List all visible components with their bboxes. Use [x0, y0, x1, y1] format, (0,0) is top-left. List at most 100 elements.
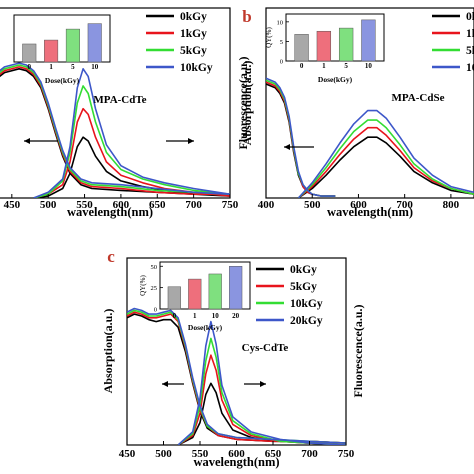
series-0kGy-fluorescence-line — [33, 136, 230, 198]
inset-category-label: 10 — [91, 63, 99, 71]
curves — [127, 307, 346, 445]
series-0kGy-absorption-line — [0, 68, 230, 195]
inset-bar-chart: 0 1 10 20 0 25 50 QY(%) Dose(kGy) — [139, 261, 251, 332]
series-20kGy-fluorescence-line — [177, 320, 346, 445]
x-tick-label: 600 — [113, 199, 130, 211]
x-tick-label: 600 — [228, 448, 245, 460]
legend-label: 10kGy — [180, 62, 213, 74]
inset-bar — [87, 23, 102, 63]
x-tick-label: 700 — [301, 448, 318, 460]
x-axis-label: wavelength(nm) — [193, 455, 279, 469]
y-axis-label-left: Absorption(a.u.) — [240, 61, 254, 146]
series-10kGy-absorption-line — [0, 62, 230, 195]
legend: 0kGy 1kGy 5kGy 10kGy — [146, 11, 213, 74]
inset-x-label: Dose(kGy) — [45, 76, 80, 85]
x-tick-label: 800 — [443, 199, 460, 211]
x-tick-label: 700 — [185, 199, 202, 211]
x-tick-label: 700 — [396, 199, 413, 211]
plot-frame — [0, 7, 231, 199]
panel-letter: b — [242, 7, 251, 26]
series-10kGy-fluorescence-line — [297, 109, 474, 198]
legend-label: 5kGy — [290, 281, 317, 293]
inset-x-label: Dose(kGy) — [188, 323, 223, 332]
inset-category-label: 1 — [49, 63, 53, 71]
legend-label: 5kGy — [466, 45, 474, 57]
inset-bar — [44, 39, 59, 63]
arrow-fluorescence — [166, 138, 194, 144]
legend: 0kGy 5kGy 10kGy 20kGy — [256, 264, 323, 327]
inset-y-tick-label: 0 — [280, 59, 283, 66]
inset-category-label: 0 — [173, 312, 177, 320]
inset-bar — [188, 278, 202, 310]
x-tick-label: 550 — [76, 199, 93, 211]
x-tick-label: 650 — [149, 199, 166, 211]
series-20kGy-absorption-line — [127, 307, 346, 444]
legend-label: 20kGy — [290, 315, 323, 327]
arrow-absorption — [24, 138, 58, 144]
legend-label: 5kGy — [180, 45, 207, 57]
legend-label: 1kGy — [466, 28, 474, 40]
inset-bar — [361, 19, 376, 62]
x-tick-label: 500 — [304, 199, 321, 211]
legend-label: 0kGy — [180, 11, 207, 23]
inset-y-tick-label: 50 — [151, 264, 158, 271]
inset-bar — [208, 273, 222, 310]
inset-x-label: Dose(kGy) — [318, 75, 353, 84]
curves — [266, 77, 474, 198]
inset-category-label: 10 — [365, 62, 373, 70]
inset-category-label: 1 — [193, 312, 197, 320]
series-1kGy-fluorescence-line — [297, 126, 474, 198]
y-axis-label-right: Fluorescence(a.u.) — [351, 304, 365, 397]
series-1kGy-fluorescence-line — [33, 107, 230, 198]
inset-category-label: 5 — [344, 62, 348, 70]
panel-c: 450 500 550 600 650 700 750wavelength(nm)Absor… — [101, 247, 365, 469]
series-5kGy-absorption-line — [0, 64, 230, 195]
inset-category-label: 10 — [212, 312, 220, 320]
inset-bar — [294, 34, 309, 62]
inset-y-label: QY(%) — [265, 27, 273, 48]
series-10kGy-fluorescence-line — [33, 68, 230, 198]
x-tick-label: 450 — [119, 448, 136, 460]
figure-root: 450 500 550 600 650 700 750wavelength(nm)Fluor… — [0, 7, 474, 469]
legend-label: 10kGy — [290, 298, 323, 310]
inset-y-tick-label: 0 — [154, 307, 157, 314]
x-axis-label: wavelength(nm) — [327, 205, 413, 219]
x-tick-label: 450 — [4, 199, 21, 211]
x-tick-label: 500 — [155, 448, 172, 460]
x-tick-label: 400 — [258, 199, 275, 211]
panel-a: 450 500 550 600 650 700 750 wavelength(nm) Fluor… — [0, 7, 250, 219]
inset-bar — [316, 30, 332, 62]
sample-annotation: Cys-CdTe — [242, 342, 289, 354]
x-tick-label: 650 — [265, 448, 282, 460]
series-0kGy-fluorescence-line — [297, 136, 474, 198]
inset-y-tick-label: 10 — [277, 19, 284, 26]
series-10kGy-absorption-line — [266, 77, 336, 197]
inset-category-label: 5 — [71, 63, 75, 71]
x-tick-label: 750 — [222, 199, 239, 211]
curves — [0, 62, 230, 198]
inset-bar-chart: 0 1 5 10 Dose(kGy) — [13, 14, 111, 85]
x-tick-label: 750 — [338, 448, 355, 460]
legend-label: 1kGy — [180, 28, 207, 40]
series-10kGy-fluorescence-line — [177, 337, 346, 445]
inset-category-label: 0 — [28, 63, 32, 71]
panel-b: 400 500 600 700 800wavelength(nm)Absorption(… — [240, 7, 474, 219]
arrow-fluorescence — [244, 381, 266, 387]
sample-annotation: MPA-CdTe — [93, 94, 146, 106]
arrow-absorption — [284, 144, 314, 150]
x-tick-label: 550 — [192, 448, 209, 460]
series-1kGy-absorption-line — [0, 66, 230, 195]
legend-label: 0kGy — [290, 264, 317, 276]
inset-bar — [65, 28, 80, 63]
inset-y-tick-label: 5 — [280, 39, 283, 46]
legend-label: 10kGy — [466, 62, 474, 74]
y-axis-label-right: Fluorescence(a.u.) — [236, 56, 250, 149]
arrow-absorption — [162, 381, 184, 387]
legend-label: 0kGy — [466, 11, 474, 23]
inset-category-label: 1 — [322, 62, 326, 70]
y-axis-label-left: Absorption(a.u.) — [101, 309, 115, 394]
x-tick-label: 600 — [350, 199, 367, 211]
inset-category-label: 20 — [232, 312, 240, 320]
inset-category-label: 0 — [300, 62, 304, 70]
